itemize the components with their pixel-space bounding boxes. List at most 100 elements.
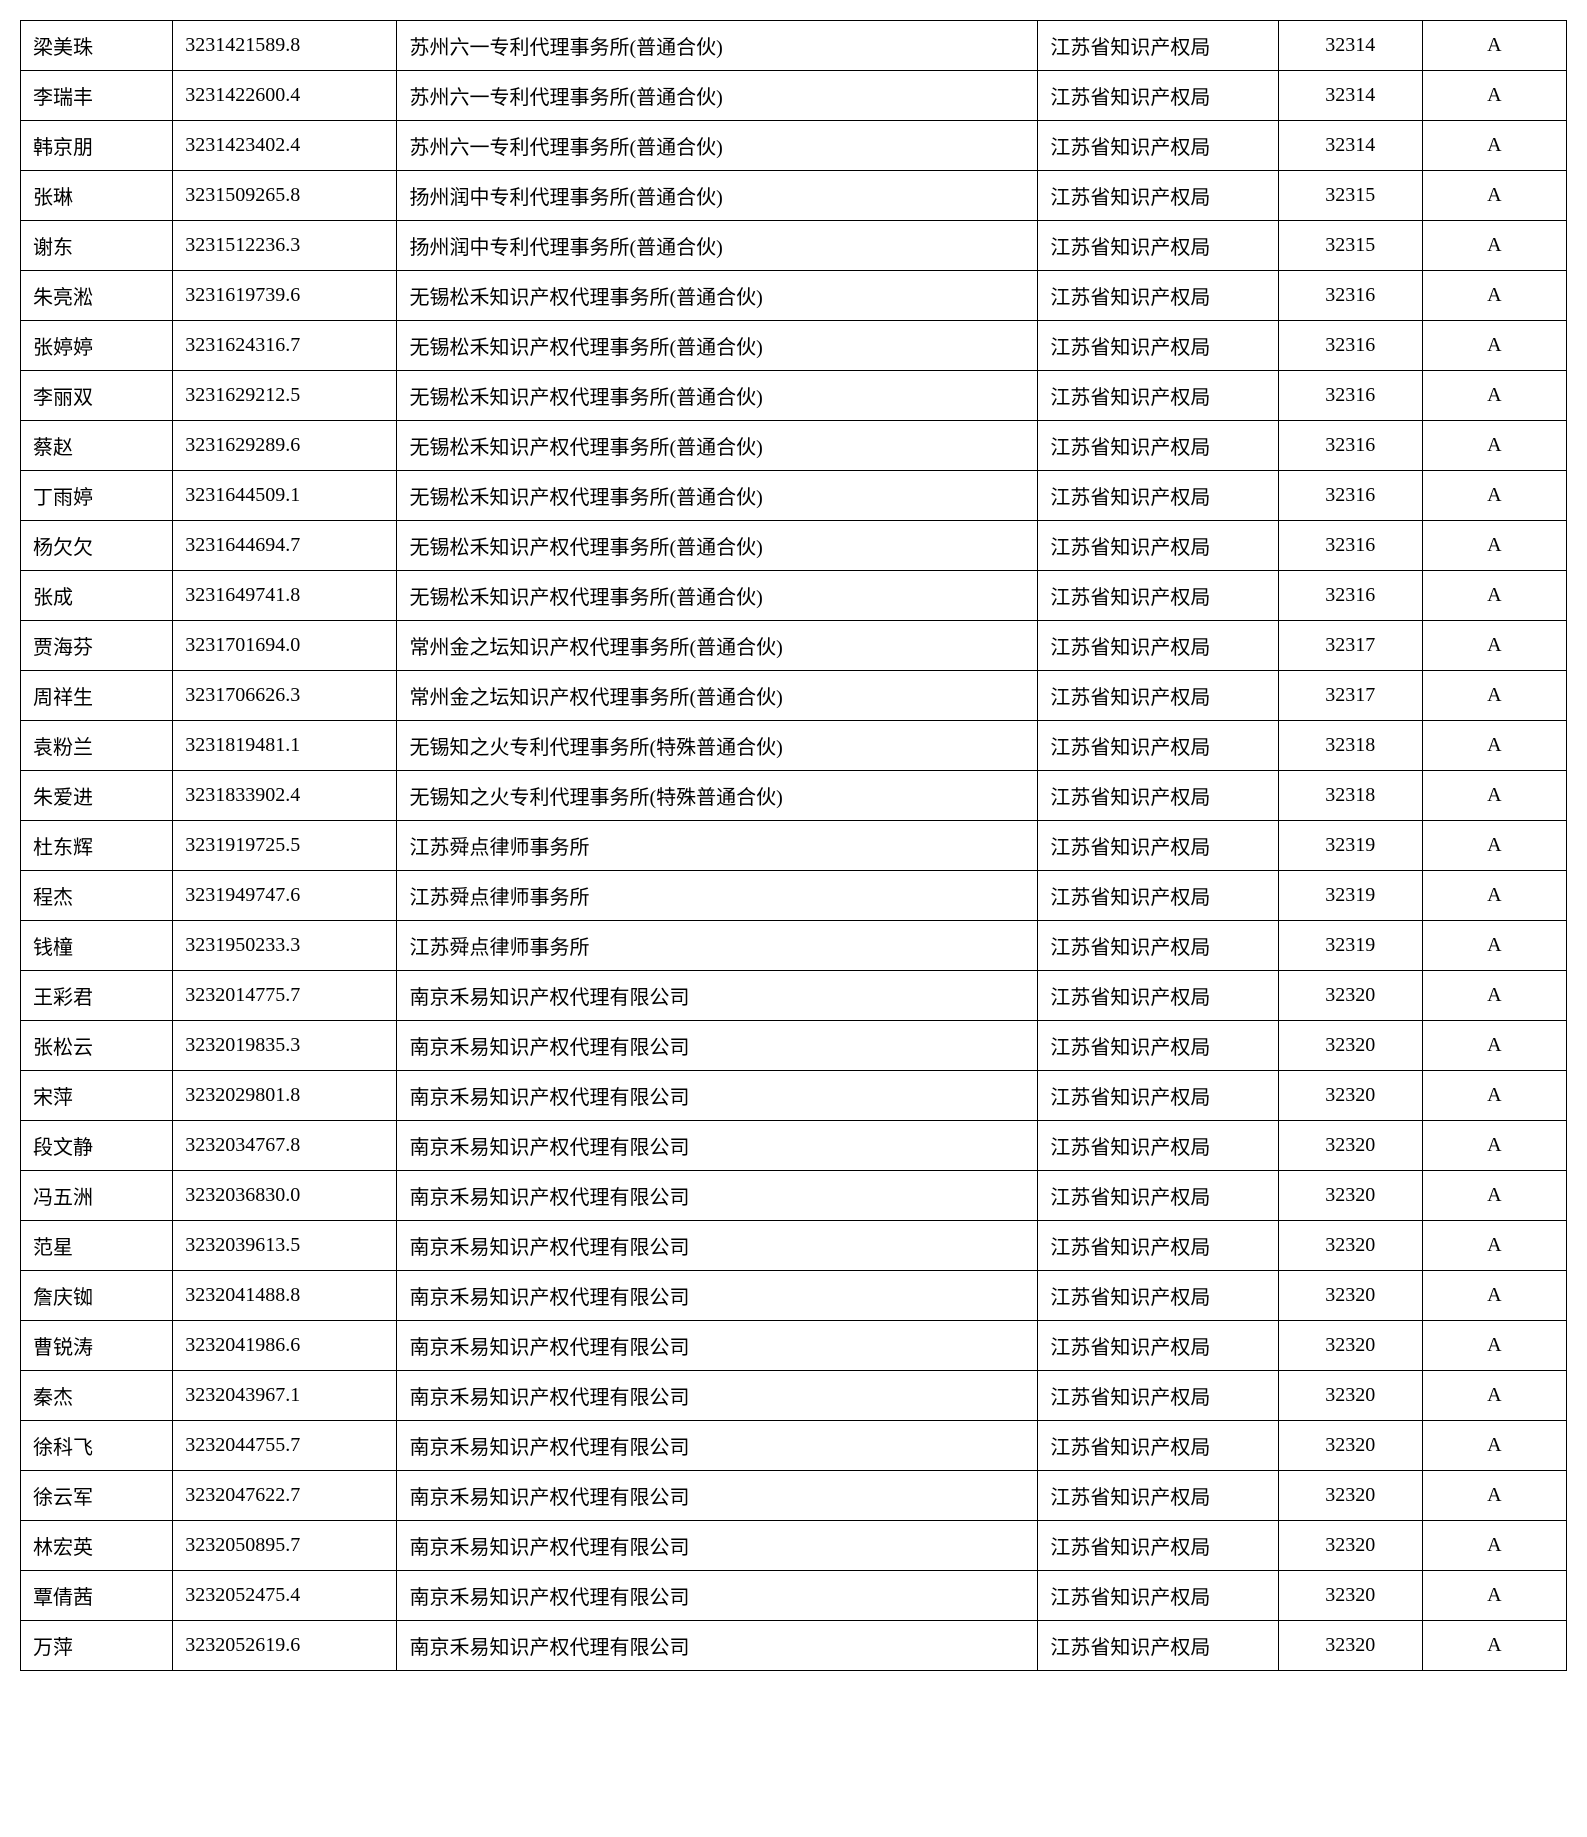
cell-grade: A [1422, 521, 1566, 571]
cell-bureau: 江苏省知识产权局 [1038, 171, 1278, 221]
cell-agency: 南京禾易知识产权代理有限公司 [397, 1421, 1038, 1471]
cell-code: 32317 [1278, 621, 1422, 671]
cell-agency: 无锡松禾知识产权代理事务所(普通合伙) [397, 371, 1038, 421]
cell-id: 3231950233.3 [173, 921, 397, 971]
cell-name: 杨欠欠 [21, 521, 173, 571]
cell-id: 3231619739.6 [173, 271, 397, 321]
cell-agency: 无锡松禾知识产权代理事务所(普通合伙) [397, 521, 1038, 571]
cell-code: 32320 [1278, 1071, 1422, 1121]
cell-code: 32320 [1278, 1121, 1422, 1171]
cell-grade: A [1422, 1171, 1566, 1221]
cell-id: 3231423402.4 [173, 121, 397, 171]
table-row: 范星3232039613.5南京禾易知识产权代理有限公司江苏省知识产权局3232… [21, 1221, 1567, 1271]
cell-id: 3231919725.5 [173, 821, 397, 871]
cell-grade: A [1422, 571, 1566, 621]
cell-agency: 南京禾易知识产权代理有限公司 [397, 971, 1038, 1021]
cell-name: 徐科飞 [21, 1421, 173, 1471]
cell-code: 32316 [1278, 271, 1422, 321]
cell-code: 32320 [1278, 1521, 1422, 1571]
cell-agency: 南京禾易知识产权代理有限公司 [397, 1621, 1038, 1671]
cell-grade: A [1422, 1521, 1566, 1571]
cell-bureau: 江苏省知识产权局 [1038, 21, 1278, 71]
table-row: 钱橦3231950233.3江苏舜点律师事务所江苏省知识产权局32319A [21, 921, 1567, 971]
cell-name: 徐云军 [21, 1471, 173, 1521]
cell-bureau: 江苏省知识产权局 [1038, 1471, 1278, 1521]
cell-agency: 江苏舜点律师事务所 [397, 821, 1038, 871]
cell-name: 周祥生 [21, 671, 173, 721]
table-row: 袁粉兰3231819481.1无锡知之火专利代理事务所(特殊普通合伙)江苏省知识… [21, 721, 1567, 771]
cell-code: 32320 [1278, 1621, 1422, 1671]
cell-agency: 常州金之坛知识产权代理事务所(普通合伙) [397, 621, 1038, 671]
cell-id: 3231624316.7 [173, 321, 397, 371]
table-row: 詹庆铷3232041488.8南京禾易知识产权代理有限公司江苏省知识产权局323… [21, 1271, 1567, 1321]
cell-code: 32320 [1278, 1221, 1422, 1271]
cell-code: 32318 [1278, 771, 1422, 821]
cell-agency: 无锡松禾知识产权代理事务所(普通合伙) [397, 471, 1038, 521]
cell-name: 万萍 [21, 1621, 173, 1671]
cell-id: 3232041986.6 [173, 1321, 397, 1371]
cell-agency: 无锡松禾知识产权代理事务所(普通合伙) [397, 571, 1038, 621]
cell-grade: A [1422, 1121, 1566, 1171]
cell-grade: A [1422, 421, 1566, 471]
cell-grade: A [1422, 621, 1566, 671]
table-row: 张松云3232019835.3南京禾易知识产权代理有限公司江苏省知识产权局323… [21, 1021, 1567, 1071]
table-row: 贾海芬3231701694.0常州金之坛知识产权代理事务所(普通合伙)江苏省知识… [21, 621, 1567, 671]
cell-name: 贾海芬 [21, 621, 173, 671]
cell-bureau: 江苏省知识产权局 [1038, 1071, 1278, 1121]
cell-agency: 南京禾易知识产权代理有限公司 [397, 1271, 1038, 1321]
cell-bureau: 江苏省知识产权局 [1038, 71, 1278, 121]
cell-bureau: 江苏省知识产权局 [1038, 1021, 1278, 1071]
cell-id: 3232029801.8 [173, 1071, 397, 1121]
cell-name: 王彩君 [21, 971, 173, 1021]
cell-id: 3232052619.6 [173, 1621, 397, 1671]
cell-code: 32320 [1278, 971, 1422, 1021]
cell-name: 韩京朋 [21, 121, 173, 171]
table-row: 李丽双3231629212.5无锡松禾知识产权代理事务所(普通合伙)江苏省知识产… [21, 371, 1567, 421]
cell-id: 3232014775.7 [173, 971, 397, 1021]
cell-agency: 江苏舜点律师事务所 [397, 921, 1038, 971]
table-body: 梁美珠3231421589.8苏州六一专利代理事务所(普通合伙)江苏省知识产权局… [21, 21, 1567, 1671]
table-row: 朱亮淞3231619739.6无锡松禾知识产权代理事务所(普通合伙)江苏省知识产… [21, 271, 1567, 321]
cell-bureau: 江苏省知识产权局 [1038, 971, 1278, 1021]
cell-agency: 无锡松禾知识产权代理事务所(普通合伙) [397, 321, 1038, 371]
cell-name: 谢东 [21, 221, 173, 271]
table-row: 林宏英3232050895.7南京禾易知识产权代理有限公司江苏省知识产权局323… [21, 1521, 1567, 1571]
cell-grade: A [1422, 921, 1566, 971]
cell-code: 32317 [1278, 671, 1422, 721]
cell-code: 32320 [1278, 1471, 1422, 1521]
cell-grade: A [1422, 1571, 1566, 1621]
cell-grade: A [1422, 1621, 1566, 1671]
cell-agency: 苏州六一专利代理事务所(普通合伙) [397, 71, 1038, 121]
cell-grade: A [1422, 671, 1566, 721]
cell-name: 张婷婷 [21, 321, 173, 371]
cell-name: 李丽双 [21, 371, 173, 421]
cell-agency: 无锡松禾知识产权代理事务所(普通合伙) [397, 271, 1038, 321]
cell-code: 32314 [1278, 71, 1422, 121]
cell-agency: 扬州润中专利代理事务所(普通合伙) [397, 171, 1038, 221]
table-row: 韩京朋3231423402.4苏州六一专利代理事务所(普通合伙)江苏省知识产权局… [21, 121, 1567, 171]
cell-name: 张松云 [21, 1021, 173, 1071]
cell-grade: A [1422, 321, 1566, 371]
cell-bureau: 江苏省知识产权局 [1038, 271, 1278, 321]
cell-code: 32316 [1278, 371, 1422, 421]
cell-id: 3232044755.7 [173, 1421, 397, 1471]
cell-name: 钱橦 [21, 921, 173, 971]
cell-id: 3231421589.8 [173, 21, 397, 71]
cell-bureau: 江苏省知识产权局 [1038, 471, 1278, 521]
cell-grade: A [1422, 1321, 1566, 1371]
cell-id: 3231819481.1 [173, 721, 397, 771]
cell-bureau: 江苏省知识产权局 [1038, 771, 1278, 821]
cell-bureau: 江苏省知识产权局 [1038, 121, 1278, 171]
cell-code: 32320 [1278, 1571, 1422, 1621]
cell-bureau: 江苏省知识产权局 [1038, 371, 1278, 421]
cell-grade: A [1422, 1021, 1566, 1071]
cell-id: 3231644694.7 [173, 521, 397, 571]
cell-grade: A [1422, 221, 1566, 271]
cell-id: 3231629212.5 [173, 371, 397, 421]
table-row: 谢东3231512236.3扬州润中专利代理事务所(普通合伙)江苏省知识产权局3… [21, 221, 1567, 271]
table-row: 万萍3232052619.6南京禾易知识产权代理有限公司江苏省知识产权局3232… [21, 1621, 1567, 1671]
cell-id: 3232047622.7 [173, 1471, 397, 1521]
table-row: 张婷婷3231624316.7无锡松禾知识产权代理事务所(普通合伙)江苏省知识产… [21, 321, 1567, 371]
cell-code: 32319 [1278, 921, 1422, 971]
cell-bureau: 江苏省知识产权局 [1038, 1171, 1278, 1221]
